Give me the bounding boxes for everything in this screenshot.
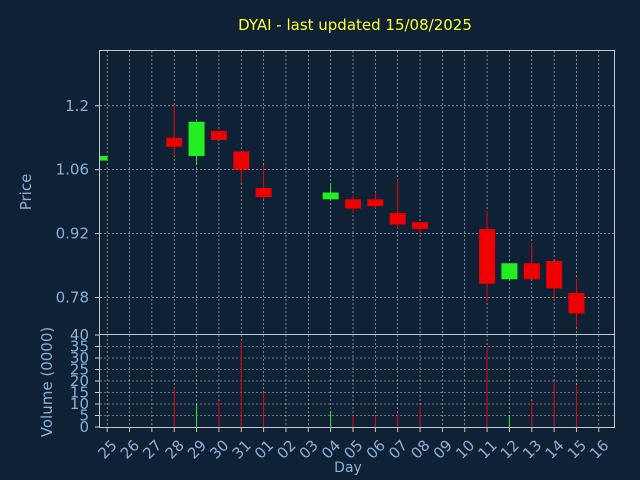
volume-grid [100, 335, 614, 427]
price-tick-label: 0.78 [56, 288, 89, 306]
x-axis-label: Day [334, 460, 362, 476]
volume-tick-label: 30 [70, 349, 89, 367]
volume-tick-label: 40 [70, 326, 89, 344]
x-axis-ticks: 2526272829303101020304050607080910111213… [95, 427, 612, 463]
candle-body [523, 263, 540, 280]
candle-body [166, 137, 183, 147]
volume-tick-label: 10 [70, 395, 89, 413]
candle-body [412, 222, 429, 230]
candle-body [188, 121, 205, 156]
volume-tick-label: 20 [70, 372, 89, 390]
candle-body [479, 229, 496, 284]
candle-body [345, 199, 361, 209]
candle-body [210, 130, 227, 141]
candle-body [546, 260, 563, 289]
candle-body [233, 151, 250, 170]
candles [100, 105, 585, 328]
price-frame [99, 50, 615, 335]
volume-tick-label: 0 [79, 418, 89, 436]
price-y-ticks: 1.2 1.06 0.92 0.78 [56, 97, 100, 306]
price-tick-label: 0.92 [56, 225, 89, 243]
volume-tick-label: 5 [79, 407, 89, 425]
volume-tick-label: 25 [70, 361, 89, 379]
candle-body [568, 292, 585, 314]
price-tick-label: 1.2 [65, 97, 89, 115]
candle-body [255, 187, 272, 198]
candle-body [322, 192, 339, 200]
price-tick-label: 1.06 [56, 161, 89, 179]
volume-frame [99, 334, 615, 428]
volume-tick-label: 35 [70, 338, 89, 356]
volume-tick-label: 15 [70, 384, 89, 402]
candle-body [367, 199, 384, 207]
candle-body [501, 263, 518, 280]
chart-title: DYAI - last updated 15/08/2025 [238, 16, 472, 34]
price-panel: 1.2 1.06 0.92 0.78 Price [17, 50, 615, 335]
volume-axis-label: Volume (0000) [38, 327, 56, 437]
candle-body [100, 155, 107, 161]
price-grid [100, 51, 614, 334]
x-tick-label: 16 [586, 436, 612, 462]
candle-body [389, 213, 406, 225]
price-axis-label: Price [17, 174, 35, 211]
volume-bars [173, 341, 577, 427]
